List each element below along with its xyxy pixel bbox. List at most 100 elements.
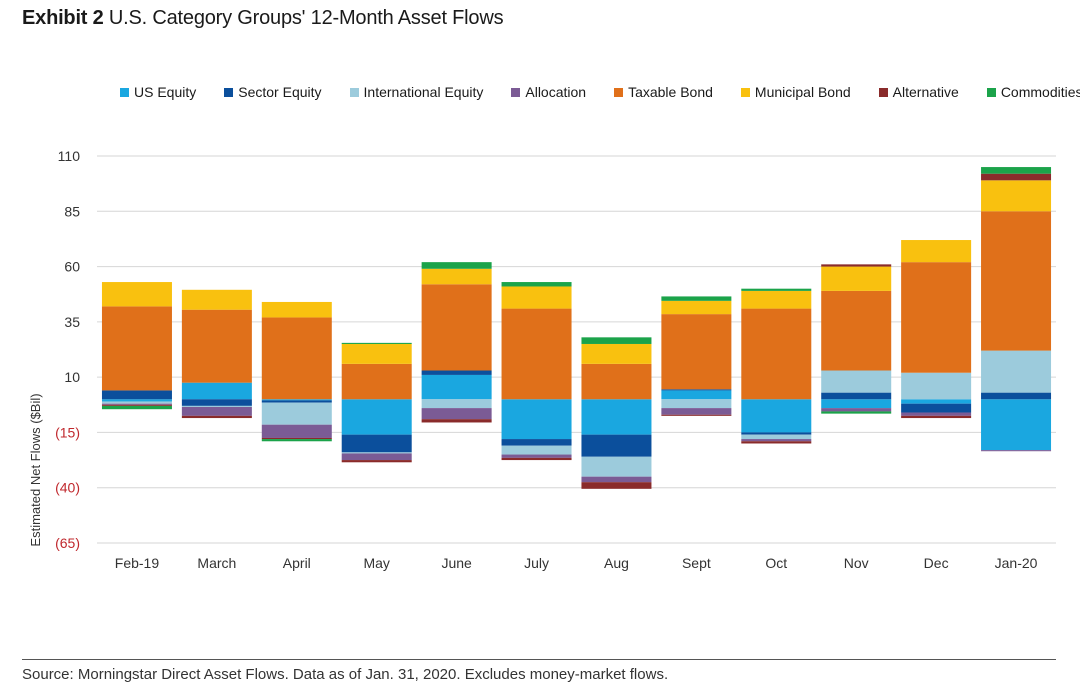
y-axis-label: Estimated Net Flows ($Bil)	[28, 393, 43, 546]
bar-segment	[821, 266, 892, 291]
bar-segment	[821, 264, 892, 267]
bar-segment	[421, 262, 492, 269]
bar-segment	[261, 402, 332, 425]
bar-segment	[661, 390, 732, 400]
bar-segment	[501, 282, 572, 287]
x-tick-label: Aug	[604, 555, 629, 571]
legend-item: Alternative	[878, 84, 959, 100]
legend-item: Commodities	[986, 84, 1080, 100]
bar-segment	[661, 389, 732, 391]
bar-segment	[101, 405, 172, 410]
x-tick-label: Jan-20	[995, 555, 1038, 571]
legend-item: Allocation	[511, 84, 586, 100]
x-tick-label: Dec	[924, 555, 949, 571]
bar-segment	[101, 401, 172, 404]
legend-swatch	[349, 87, 359, 97]
bar-segment	[341, 460, 412, 463]
bar-segment	[501, 454, 572, 458]
bar-segment	[181, 309, 252, 383]
bar-segment	[501, 308, 572, 400]
chart-title: Exhibit 2 U.S. Category Groups' 12-Month…	[22, 7, 504, 30]
legend-swatch	[986, 87, 996, 97]
bar-segment	[741, 439, 812, 442]
bar-segment	[181, 406, 252, 416]
bar-segment	[901, 262, 972, 373]
legend-label: Alternative	[892, 84, 959, 100]
bar-segment	[581, 363, 652, 400]
legend-swatch	[740, 87, 750, 97]
bar-segment	[981, 211, 1052, 351]
bar-segment	[101, 404, 172, 406]
bar-segment	[741, 432, 812, 435]
bar-segment	[821, 411, 892, 414]
bar-segment	[981, 167, 1052, 174]
legend-item: Municipal Bond	[740, 84, 851, 100]
source-note: Source: Morningstar Direct Asset Flows. …	[22, 666, 669, 683]
bar-segment	[101, 403, 172, 405]
legend-label: Commodities	[1000, 84, 1080, 100]
bar-segment	[661, 300, 732, 315]
bar-segment	[661, 399, 732, 409]
legend-swatch	[878, 87, 888, 97]
bar-segment	[981, 450, 1052, 452]
exhibit-label: Exhibit 2	[22, 7, 104, 29]
bar-segment	[901, 403, 972, 413]
bar-segment	[661, 296, 732, 301]
bar-segment	[581, 343, 652, 364]
legend-label: Taxable Bond	[628, 84, 713, 100]
bar-segment	[741, 399, 812, 433]
bar-segment	[341, 363, 412, 400]
x-tick-label: Oct	[765, 555, 787, 571]
bar-segment	[181, 382, 252, 400]
x-tick-label: Nov	[844, 555, 869, 571]
bar-segment	[901, 415, 972, 419]
legend-item: Sector Equity	[224, 84, 322, 100]
bar-segment	[421, 374, 492, 400]
bar-segment	[501, 439, 572, 446]
bar-segment	[341, 342, 412, 344]
footer-divider	[22, 659, 1056, 660]
bar-segment	[181, 289, 252, 310]
bar-segment	[821, 399, 892, 409]
bar-segment	[821, 290, 892, 371]
bar-segment	[101, 399, 172, 402]
bar-segment	[581, 434, 652, 457]
legend-item: US Equity	[120, 84, 196, 100]
y-tick-label: (40)	[55, 480, 80, 496]
bar-segment	[421, 419, 492, 423]
bar-segment	[261, 400, 332, 403]
bar-segment	[101, 282, 172, 307]
bar-segment	[821, 408, 892, 412]
bar-segment	[421, 408, 492, 420]
bar-segment	[581, 456, 652, 477]
legend-label: Sector Equity	[238, 84, 322, 100]
legend-swatch	[614, 87, 624, 97]
bar-segment	[581, 337, 652, 344]
bar-segment	[421, 399, 492, 409]
legend: US Equity Sector Equity International Equi…	[120, 84, 1080, 100]
y-tick-label: 35	[64, 314, 80, 330]
title-text: U.S. Category Groups' 12-Month Asset Flo…	[108, 7, 504, 29]
bar-segment	[501, 286, 572, 309]
bar-segment	[981, 392, 1052, 400]
bar-segment	[741, 288, 812, 291]
x-tick-label: Sept	[682, 555, 711, 571]
legend-item: International Equity	[349, 84, 483, 100]
legend-swatch	[511, 87, 521, 97]
bar-segment	[261, 301, 332, 318]
bar-segment	[181, 399, 252, 406]
legend-label: Municipal Bond	[754, 84, 851, 100]
x-tick-label: May	[363, 555, 389, 571]
x-tick-label: June	[441, 555, 472, 571]
legend-label: US Equity	[134, 84, 197, 100]
x-tick-label: March	[197, 555, 236, 571]
bar-segment	[821, 392, 892, 400]
stacked-bar-chart: 110 85 60 35 10 (15) (40) (65) Estimated Net Flo…	[28, 148, 1056, 571]
bar-segment	[261, 437, 332, 440]
bar-segment	[901, 372, 972, 400]
bar-segment	[901, 399, 972, 404]
bar-segment	[581, 482, 652, 489]
x-tick-label: July	[524, 555, 549, 571]
bar-segment	[981, 173, 1052, 181]
bar-segment	[501, 399, 572, 440]
